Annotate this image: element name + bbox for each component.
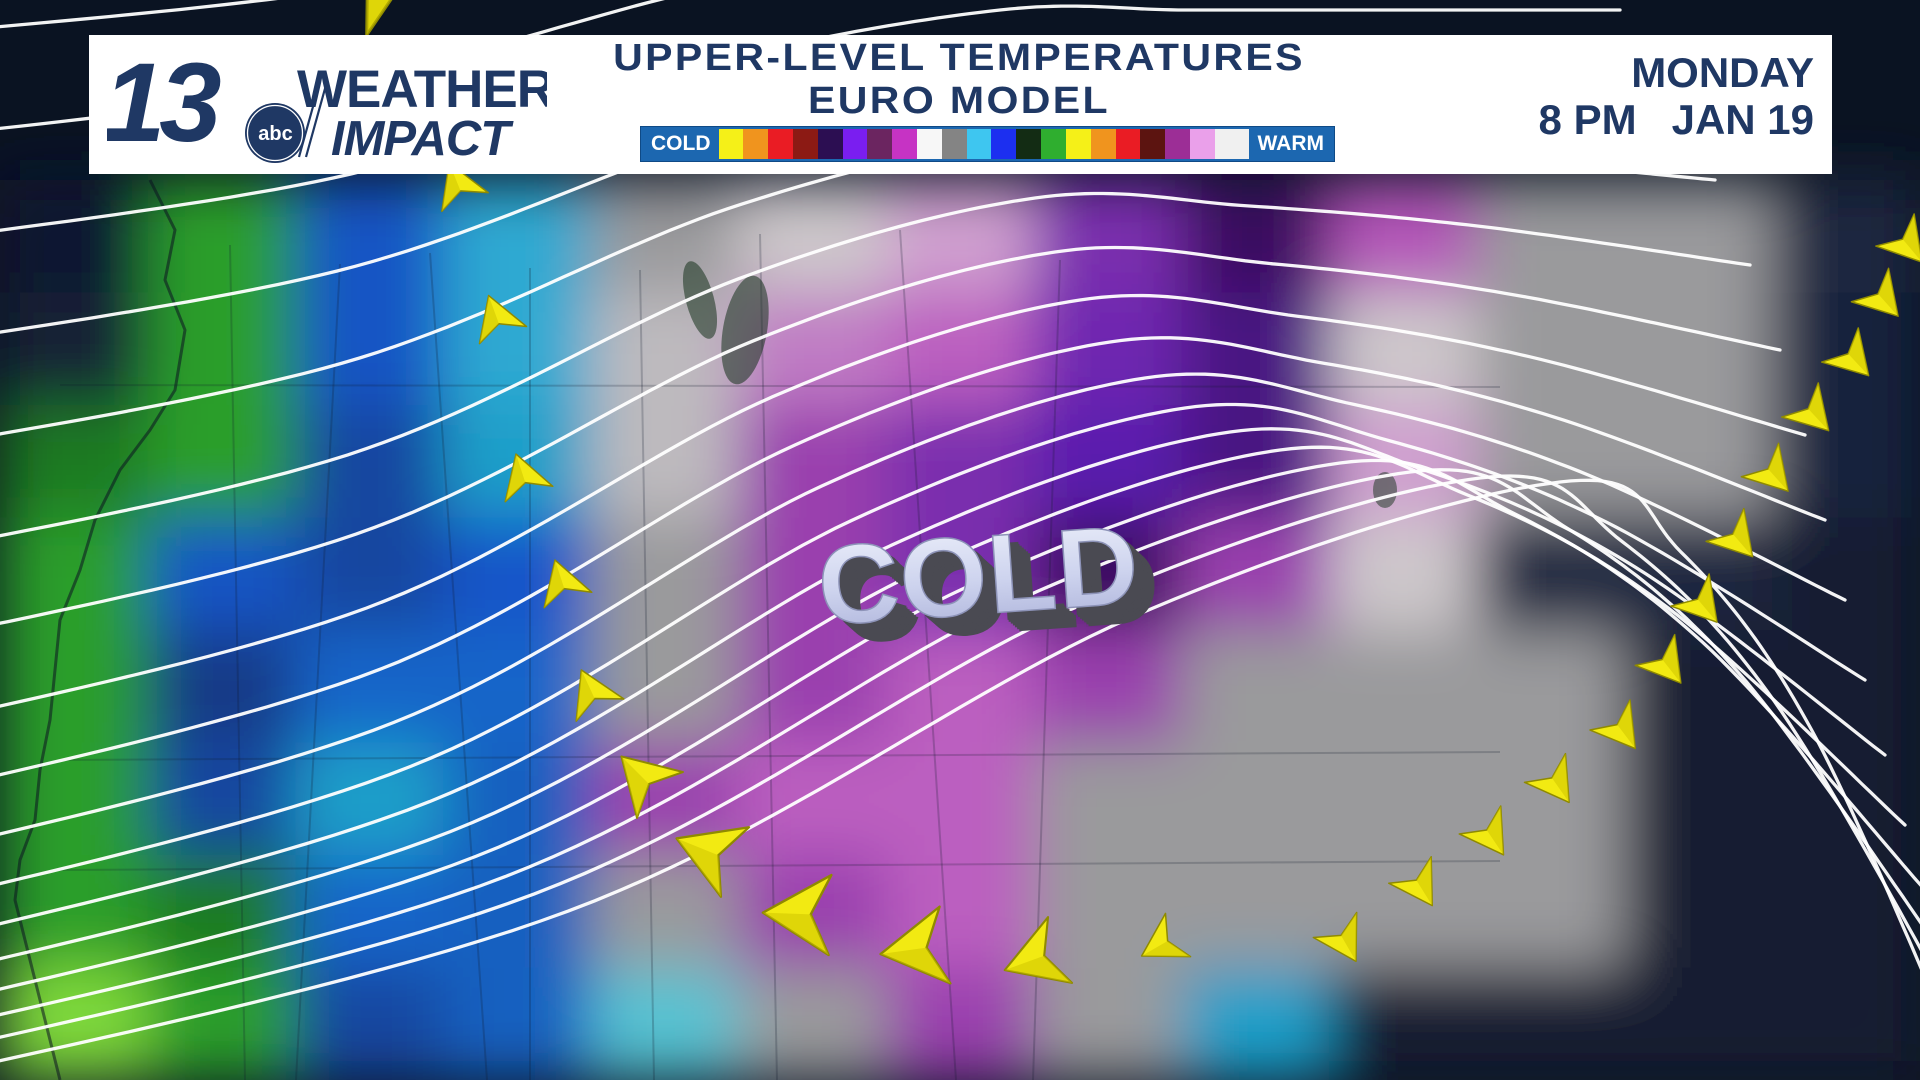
svg-text:abc: abc	[258, 123, 292, 145]
svg-text:COLD: COLD	[814, 502, 1143, 649]
svg-text:13: 13	[107, 45, 221, 165]
